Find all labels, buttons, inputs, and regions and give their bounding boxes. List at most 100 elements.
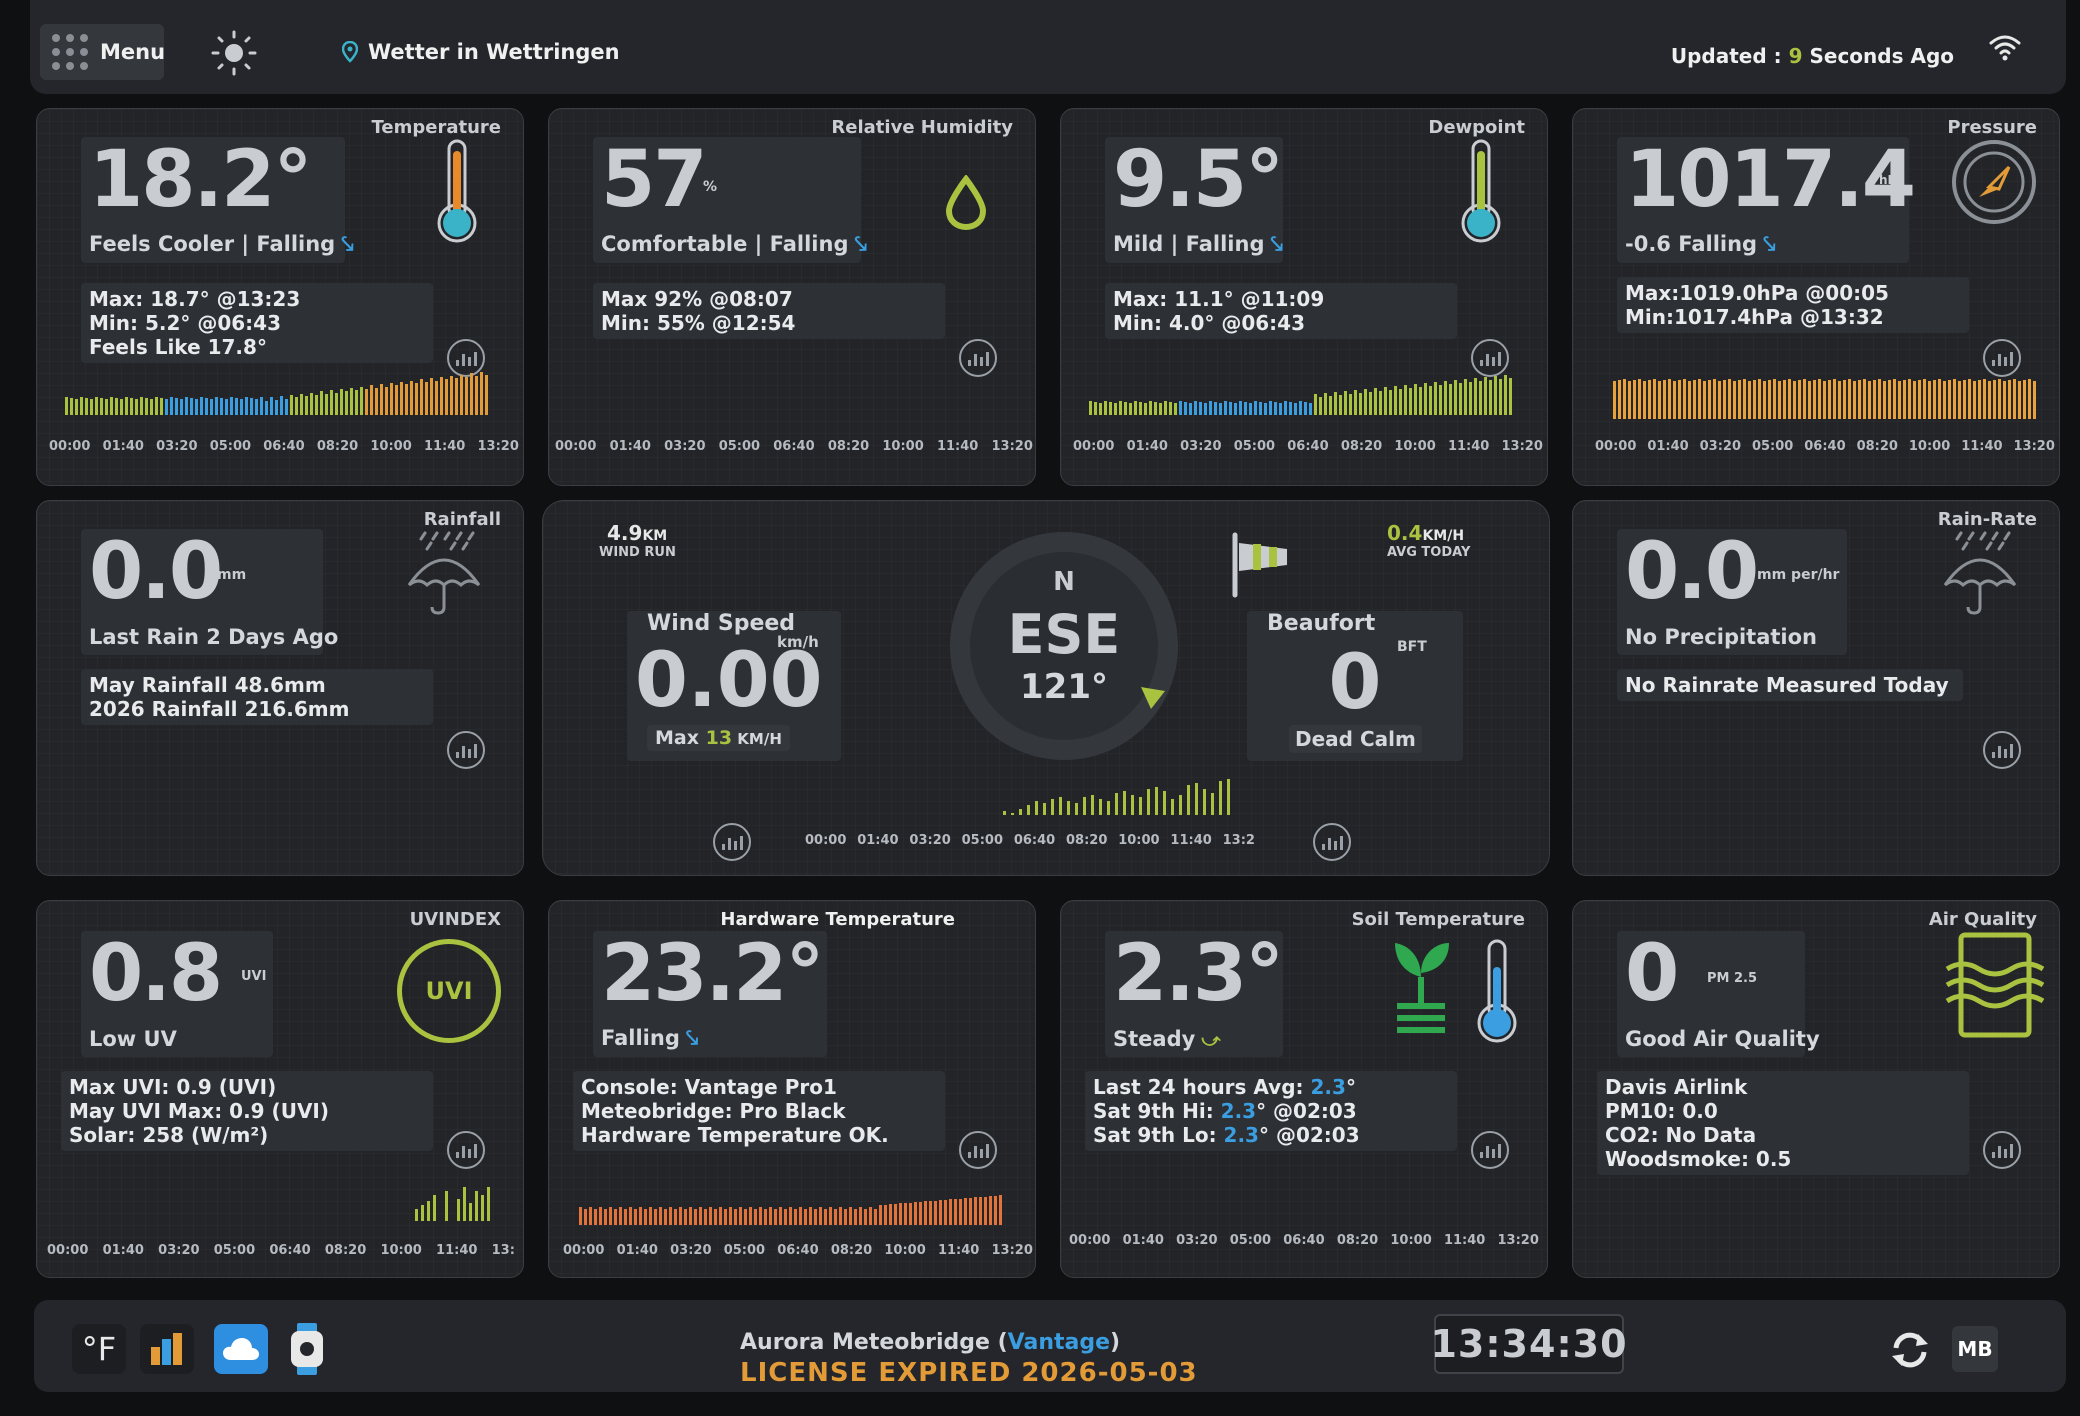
time-tick-label: 03:20	[1699, 439, 1742, 454]
time-tick-label: 01:40	[102, 1243, 144, 1258]
humidity-unit: %	[703, 179, 718, 195]
sparkline-bar	[1893, 379, 1896, 419]
sparkline-bar	[1723, 380, 1726, 419]
sparkline-bar	[1119, 401, 1122, 415]
meteobridge-badge[interactable]: MB	[1952, 1326, 1998, 1372]
sparkline-bar	[1998, 379, 2001, 419]
console-line: Console: Vantage Pro1	[581, 1075, 837, 1099]
card-title: Rain-Rate	[1937, 509, 2037, 530]
sparkline-bar	[1504, 375, 1507, 415]
chart-icon[interactable]	[713, 823, 751, 861]
sparkline-bar	[385, 386, 388, 415]
sparkline-bar	[964, 1198, 967, 1225]
time-tick-label: 08:20	[1340, 439, 1383, 454]
updated-status: Updated : 9 Seconds Ago	[1671, 44, 1954, 68]
uv-stats: Max UVI: 0.9 (UVI) May UVI Max: 0.9 (UVI…	[61, 1071, 433, 1151]
woodsmoke-line: Woodsmoke: 0.5	[1605, 1147, 1792, 1171]
time-tick-label: 06:40	[1804, 439, 1846, 454]
sun-theme-icon[interactable]	[206, 28, 262, 78]
sparkline-bar	[1199, 402, 1202, 415]
chart-icon[interactable]	[1983, 731, 2021, 769]
sparkline-bar	[210, 399, 213, 415]
lo-label: Sat 9th Lo:	[1093, 1123, 1224, 1147]
status-text: Mild | Falling	[1113, 232, 1265, 256]
rainrate-value: 0.0	[1625, 527, 1759, 617]
avg-today-value: 0.4	[1387, 521, 1423, 545]
sparkline-bar	[1229, 402, 1232, 415]
chart-icon[interactable]	[1471, 1131, 1509, 1169]
sparkline-bar	[744, 1209, 747, 1225]
weather-cloud-button[interactable]	[214, 1324, 268, 1374]
menu-button[interactable]: Menu	[40, 24, 165, 80]
sparkline-bar	[1848, 379, 1851, 419]
status-text: Feels Cooler | Falling	[89, 232, 336, 256]
apple-watch-button[interactable]	[280, 1323, 334, 1375]
sparkline-bar	[1469, 381, 1472, 415]
time-axis: 00:00 01:40 03:20 05:00 06:40 08:20 10:00 11:40…	[1595, 439, 2055, 454]
chart-icon[interactable]	[1983, 339, 2021, 377]
sparkline-bar	[1219, 403, 1222, 415]
soil-temp-value: 2.3°	[1113, 929, 1284, 1019]
dewpoint-value: 9.5°	[1113, 135, 1284, 225]
sparkline-bar	[984, 1196, 987, 1225]
sparkline-bar	[609, 1207, 612, 1225]
sparkline-bar	[1743, 379, 1746, 419]
min-line: Min:1017.4hPa @13:32	[1625, 305, 1884, 329]
updated-seconds: 9	[1788, 44, 1803, 68]
time-tick-label: 03:20	[1180, 439, 1222, 454]
fahrenheit-toggle-button[interactable]: °F	[72, 1324, 126, 1374]
air-quality-value: 0	[1625, 929, 1679, 1019]
sparkline-bar	[859, 1207, 862, 1225]
sparkline-bar	[305, 396, 308, 415]
chart-icon[interactable]	[447, 731, 485, 769]
sparkline-bar	[230, 397, 233, 415]
chart-icon[interactable]	[1471, 339, 1509, 377]
sparkline-bar	[433, 1195, 436, 1221]
wind-speed-bar	[1155, 787, 1158, 815]
month-max-line: May UVI Max: 0.9 (UVI)	[69, 1099, 329, 1123]
sparkline-bar	[664, 1209, 667, 1225]
wind-speed-bar	[1051, 799, 1054, 815]
chart-icon[interactable]	[1313, 823, 1351, 861]
sparkline-bar	[1349, 393, 1352, 415]
sparkline-bar	[435, 380, 438, 415]
sparkline-bar	[1973, 381, 1976, 419]
sparkline-bar	[1783, 380, 1786, 419]
chart-icon[interactable]	[447, 1131, 485, 1169]
chart-icon[interactable]	[1983, 1131, 2021, 1169]
rainfall-value: 0.0	[89, 527, 223, 617]
wind-speed-bar	[1115, 793, 1118, 815]
sparkline-bar	[405, 384, 408, 415]
sparkline-bar	[1289, 402, 1292, 415]
sparkline-bar	[1778, 381, 1781, 419]
sparkline-bar	[1653, 379, 1656, 419]
sparkline-bar	[135, 399, 138, 415]
rainrate-unit: mm per/hr	[1757, 567, 1840, 583]
sparkline-bar	[1728, 379, 1731, 419]
charts-button[interactable]	[140, 1324, 194, 1374]
refresh-icon[interactable]	[1888, 1328, 1932, 1372]
air-quality-stats: Davis Airlink PM10: 0.0 CO2: No Data Woo…	[1597, 1071, 1969, 1175]
time-tick-label: 05:00	[213, 1243, 256, 1258]
chart-icon[interactable]	[959, 1131, 997, 1169]
wind-speed-bar	[1227, 779, 1230, 815]
sparkline-bar	[425, 381, 428, 415]
time-tick-label: 00:00	[805, 833, 847, 848]
sparkline-bar	[639, 1207, 642, 1225]
chart-icon[interactable]	[959, 339, 997, 377]
card-title: Dewpoint	[1428, 117, 1525, 138]
chart-icon[interactable]	[447, 339, 485, 377]
sparkline-bar	[1314, 394, 1317, 415]
time-tick-label: 05:00	[718, 439, 761, 454]
wind-speed-bar	[1035, 801, 1038, 815]
wind-speed-bar	[1003, 811, 1006, 815]
sparkline-bar	[1708, 380, 1711, 419]
rainrate-info-line: No Rainrate Measured Today	[1625, 673, 1949, 697]
sparkline-bar	[1254, 401, 1257, 415]
umbrella-rain-icon	[1943, 531, 2017, 615]
air-quality-card: Air Quality 0 PM 2.5 Good Air Quality Da…	[1572, 900, 2060, 1278]
sparkline-bar	[1983, 379, 1986, 419]
sparkline-bar	[954, 1199, 957, 1225]
lo-value: 2.3	[1223, 1123, 1259, 1147]
wind-speed-bar	[1019, 809, 1022, 815]
